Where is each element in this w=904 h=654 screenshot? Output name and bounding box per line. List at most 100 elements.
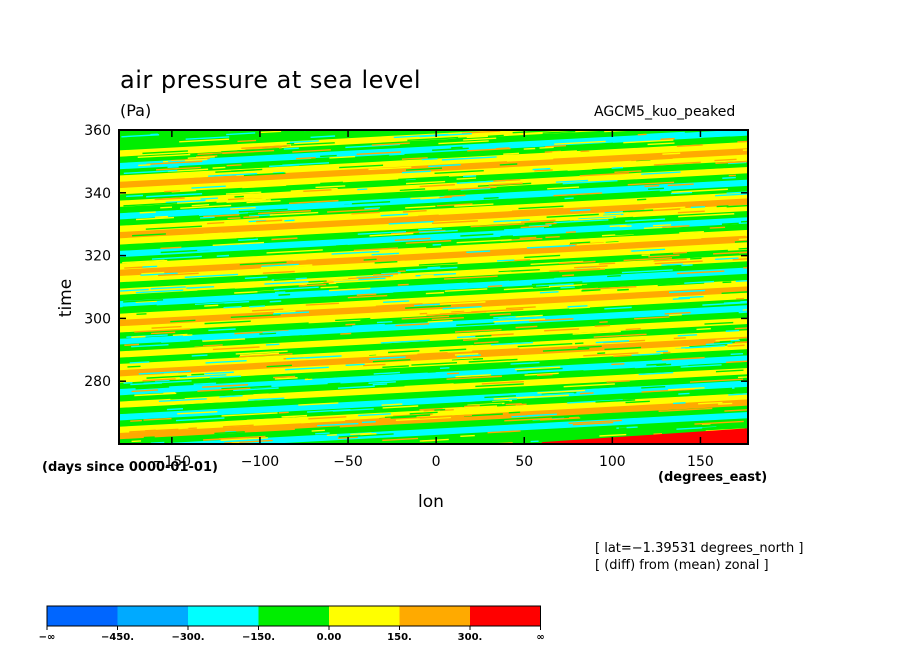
field-streak (208, 172, 258, 177)
field-streak (713, 251, 748, 255)
field-streak (325, 338, 379, 343)
field-streak (734, 386, 748, 389)
field-streak (673, 251, 688, 254)
field-streak (376, 321, 393, 324)
field-streak (607, 360, 620, 363)
field-streak (560, 286, 575, 289)
field-streak (281, 414, 308, 418)
field-band (119, 386, 748, 427)
field-streak (434, 301, 486, 306)
field-streak (738, 311, 748, 314)
colorbar-label: −∞ (39, 632, 56, 643)
field-streak (298, 283, 327, 287)
field-streak (690, 168, 726, 172)
field-band (119, 160, 748, 201)
field-band (119, 141, 748, 182)
field-streak (143, 436, 155, 439)
field-streak (383, 300, 410, 304)
field-streak (660, 137, 675, 140)
field-band (119, 361, 748, 402)
field-streak (441, 156, 497, 161)
colorbar-frame (46, 605, 541, 627)
field-streak (568, 419, 622, 424)
field-streak (678, 392, 690, 395)
x-axis-units: (degrees_east) (658, 470, 768, 485)
field-streak (418, 214, 439, 218)
field-streak (394, 237, 431, 241)
field-streak (470, 223, 525, 228)
field-streak (146, 375, 187, 379)
field-streak (409, 411, 438, 415)
field-streak (151, 331, 176, 335)
field-streak (257, 288, 314, 293)
field-streak (704, 321, 734, 325)
field-streak (516, 394, 569, 399)
field-streak (715, 338, 748, 342)
field-streak (280, 335, 302, 338)
field-streak (665, 163, 709, 168)
field-streak (438, 196, 452, 199)
field-streak (690, 257, 702, 260)
field-streak (234, 195, 244, 198)
field-streak (592, 401, 611, 405)
field-streak (475, 334, 492, 338)
field-streak (738, 247, 748, 250)
field-streak (130, 419, 142, 422)
field-streak (167, 160, 186, 163)
field-streak (171, 157, 210, 162)
field-streak (408, 149, 448, 154)
field-streak (464, 144, 493, 148)
field-streak (398, 176, 450, 181)
field-streak (212, 241, 265, 246)
field-streak (357, 188, 368, 191)
field-streak (278, 411, 289, 414)
field-streak (328, 287, 371, 292)
field-streak (727, 307, 748, 311)
field-streak (570, 209, 591, 212)
field-streak (725, 329, 740, 332)
field-streak (443, 275, 498, 280)
field-streak (239, 261, 287, 266)
field-streak (348, 275, 391, 280)
field-streak (623, 211, 670, 216)
field-streak (401, 315, 450, 320)
field-streak (716, 346, 748, 350)
run-label: AGCM5_kuo_peaked (594, 104, 736, 120)
field-streak (537, 373, 553, 377)
field-streak (547, 186, 580, 190)
field-streak (310, 344, 327, 347)
field-streak (538, 429, 581, 433)
field-streak (454, 203, 494, 207)
field-streak (410, 392, 441, 396)
field-streak (143, 417, 172, 421)
field-streak (681, 345, 725, 349)
field-streak (594, 214, 621, 218)
field-streak (518, 205, 564, 210)
field-streak (154, 360, 187, 365)
field-streak (668, 313, 682, 317)
field-streak (541, 391, 577, 396)
field-streak (256, 219, 283, 223)
field-streak (401, 157, 428, 160)
field-streak (230, 313, 281, 319)
field-streak (136, 313, 147, 316)
field-streak (662, 225, 690, 228)
field-streak (207, 347, 246, 352)
field-streak (714, 158, 737, 162)
field-streak (174, 402, 219, 407)
field-streak (134, 333, 171, 337)
field-streak (358, 413, 391, 417)
field-streak (131, 335, 146, 338)
field-streak (563, 383, 615, 388)
field-streak (670, 191, 693, 195)
field-streak (338, 433, 394, 438)
field-streak (553, 219, 609, 224)
field-streak (221, 385, 272, 390)
field-streak (583, 352, 639, 357)
field-streak (207, 221, 225, 225)
field-streak (236, 237, 256, 240)
field-streak (131, 440, 142, 443)
field-streak (467, 279, 513, 283)
field-streak (503, 152, 520, 155)
field-streak (353, 247, 398, 252)
